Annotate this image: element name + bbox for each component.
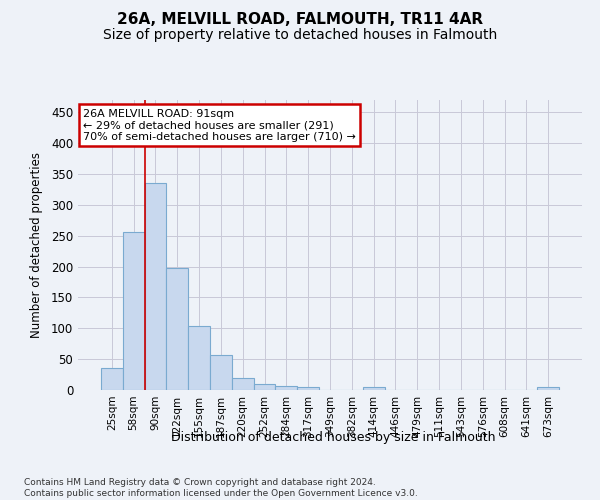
Bar — [254, 384, 275, 390]
Bar — [232, 378, 254, 390]
Text: Distribution of detached houses by size in Falmouth: Distribution of detached houses by size … — [171, 431, 495, 444]
Y-axis label: Number of detached properties: Number of detached properties — [29, 152, 43, 338]
Bar — [363, 387, 385, 390]
Bar — [210, 355, 232, 390]
Bar — [123, 232, 145, 390]
Bar — [537, 387, 559, 390]
Bar — [188, 326, 210, 390]
Text: 26A, MELVILL ROAD, FALMOUTH, TR11 4AR: 26A, MELVILL ROAD, FALMOUTH, TR11 4AR — [117, 12, 483, 28]
Bar — [145, 182, 166, 390]
Bar — [297, 387, 319, 390]
Bar — [166, 268, 188, 390]
Bar — [275, 386, 297, 390]
Text: Contains HM Land Registry data © Crown copyright and database right 2024.
Contai: Contains HM Land Registry data © Crown c… — [24, 478, 418, 498]
Text: 26A MELVILL ROAD: 91sqm
← 29% of detached houses are smaller (291)
70% of semi-d: 26A MELVILL ROAD: 91sqm ← 29% of detache… — [83, 108, 356, 142]
Text: Size of property relative to detached houses in Falmouth: Size of property relative to detached ho… — [103, 28, 497, 42]
Bar — [101, 368, 123, 390]
